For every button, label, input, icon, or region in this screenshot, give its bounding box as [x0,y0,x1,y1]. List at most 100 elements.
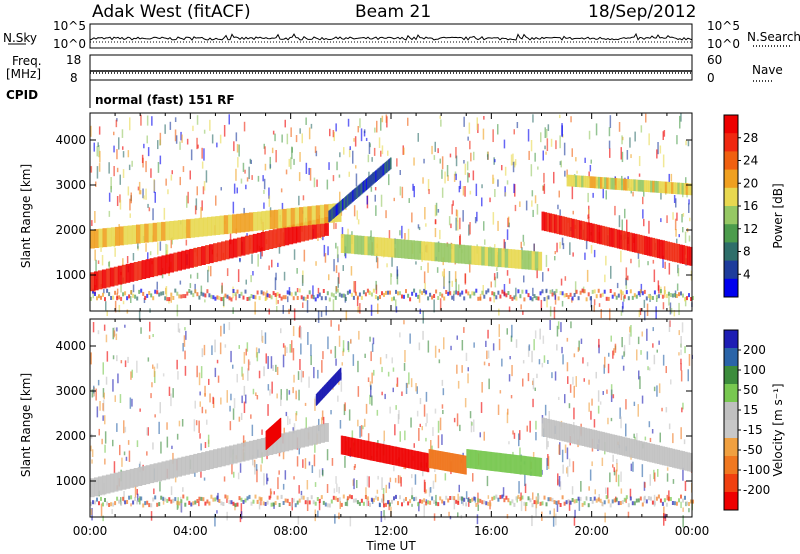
power-near-range-mark [459,292,462,297]
velocity-noise-mark [510,395,513,399]
velocity-noise-mark [524,474,526,487]
velocity-colorbar-tick-label: -200 [743,483,770,497]
velocity-echo-mark [153,463,159,483]
velocity-noise-mark [234,504,236,511]
power-noise-mark [503,284,506,297]
velocity-noise-mark [547,360,549,364]
power-noise-mark [642,209,644,219]
velocity-echo-mark [428,449,430,468]
power-noise-mark [464,163,467,175]
velocity-noise-mark [381,477,383,490]
velocity-noise-mark [548,411,550,423]
power-near-range-mark [653,290,656,295]
power-noise-mark [673,310,676,317]
velocity-noise-mark [441,379,444,386]
power-noise-mark [264,146,266,155]
velocity-noise-mark [243,385,246,397]
power-near-range-mark [346,290,349,295]
power-noise-mark [585,238,588,250]
velocity-near-range-mark [140,496,143,501]
power-near-range-mark [605,296,608,301]
velocity-noise-mark [473,342,475,348]
velocity-noise-mark [656,385,658,397]
velocity-echo-mark [161,461,167,481]
power-noise-mark [510,154,513,166]
velocity-noise-mark [680,363,682,371]
power-echo-mark [421,241,425,261]
velocity-echo-mark [471,449,474,469]
velocity-noise-mark [263,473,265,486]
power-echo-mark [359,183,362,196]
velocity-noise-mark [527,373,530,382]
velocity-near-range-mark [258,496,261,501]
velocity-noise-mark [513,432,516,439]
power-noise-mark [482,128,485,140]
velocity-near-range-mark [399,495,401,500]
power-noise-mark [375,280,377,291]
power-near-range-mark [611,294,614,299]
velocity-noise-mark [568,500,571,511]
power-near-range-mark [613,292,616,297]
power-noise-mark [639,308,642,316]
power-noise-mark [196,272,199,279]
velocity-near-range-mark [403,498,405,503]
power-echo-mark [541,211,545,231]
power-noise-mark [322,235,324,241]
velocity-noise-mark [251,424,254,437]
velocity-noise-mark [321,417,323,427]
velocity-noise-mark [649,437,652,443]
power-noise-mark [355,173,358,187]
power-near-range-mark [501,289,504,294]
velocity-noise-mark [479,432,481,438]
velocity-near-range-mark [587,503,590,508]
power-echo-mark [501,248,506,268]
velocity-noise-mark [442,388,445,396]
velocity-noise-mark [670,379,672,385]
power-noise-mark [116,118,118,122]
power-noise-mark [532,287,534,296]
velocity-echo-mark [493,452,496,472]
power-noise-mark [457,220,459,231]
power-near-range-mark [228,296,231,301]
velocity-noise-mark [123,451,126,456]
power-echo-mark [546,212,550,232]
velocity-noise-mark [232,364,234,369]
power-noise-mark [411,212,413,223]
velocity-noise-mark [480,402,483,413]
power-colorbar-segment [724,151,738,171]
power-noise-mark [290,157,292,170]
velocity-near-range-mark [379,503,381,508]
velocity-noise-mark [471,422,473,426]
velocity-near-range-mark [655,496,658,501]
velocity-echo-mark [518,455,521,475]
velocity-noise-mark [603,364,605,374]
power-echo-mark [205,245,210,264]
power-echo-mark [673,182,676,194]
power-noise-mark [171,170,173,175]
power-noise-mark [368,142,371,154]
power-near-range-mark [130,290,133,295]
power-near-range-mark [150,293,153,298]
power-echo-mark [634,233,638,253]
velocity-colorbar-segment [724,402,738,421]
velocity-echo-mark [511,454,514,474]
velocity-noise-mark [619,407,621,419]
velocity-near-range-mark [222,502,225,506]
power-noise-mark [554,294,556,300]
power-echo-mark [684,245,688,265]
velocity-noise-mark [463,327,465,333]
power-noise-mark [170,238,172,249]
velocity-near-range-mark [613,498,616,503]
velocity-noise-mark [574,509,576,519]
power-noise-mark [301,275,304,286]
power-noise-mark [146,115,149,126]
power-near-range-mark [236,289,239,294]
velocity-noise-mark [275,364,277,372]
date-title: 18/Sep/2012 [588,2,697,22]
velocity-noise-mark [383,510,385,517]
power-echo-mark [344,234,349,254]
power-noise-mark [536,204,539,215]
velocity-noise-mark [150,511,153,521]
velocity-noise-mark [588,402,590,412]
power-noise-mark [257,254,259,267]
